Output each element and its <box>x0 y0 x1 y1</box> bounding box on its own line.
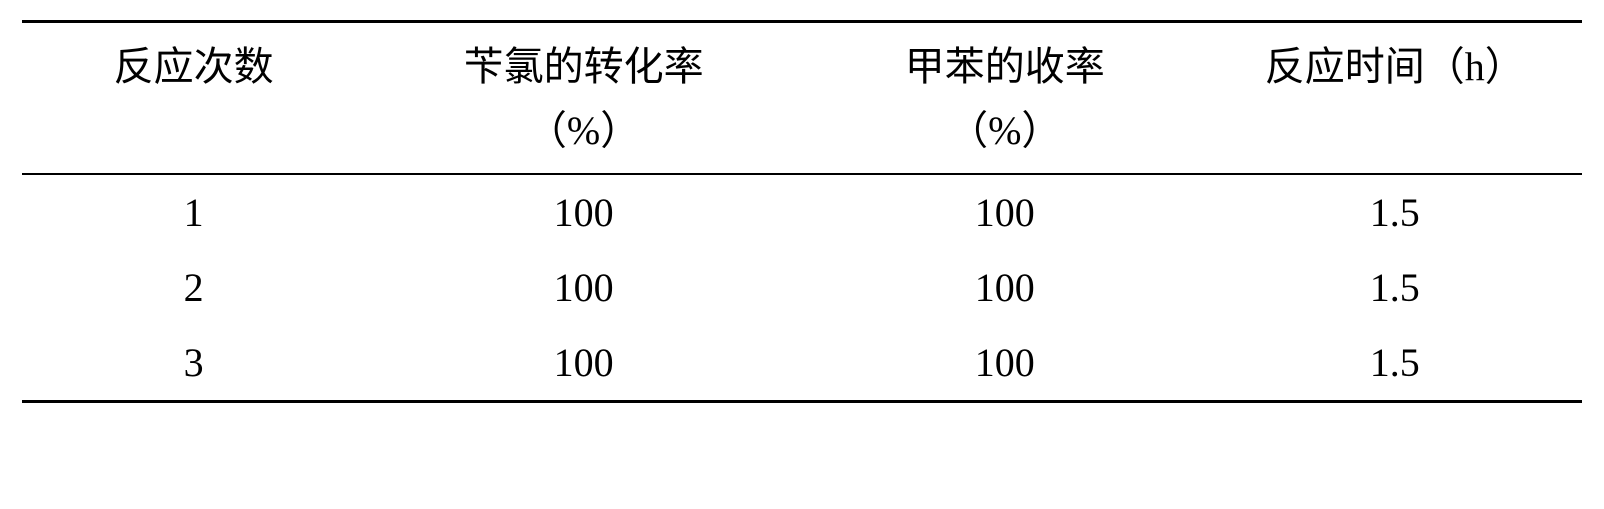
cell-reaction-count: 1 <box>22 174 365 250</box>
table-header: 反应次数 苄氯的转化率 （%） 甲苯的收率 （%） 反应时间（h） <box>22 22 1582 175</box>
header-label: 甲苯的收率 <box>810 35 1200 99</box>
cell-reaction-time: 1.5 <box>1208 325 1582 402</box>
data-table: 反应次数 苄氯的转化率 （%） 甲苯的收率 （%） 反应时间（h） <box>22 20 1582 403</box>
header-label: 苄氯的转化率 <box>373 35 794 99</box>
table-row: 1 100 100 1.5 <box>22 174 1582 250</box>
table-row: 3 100 100 1.5 <box>22 325 1582 402</box>
cell-reaction-time: 1.5 <box>1208 174 1582 250</box>
cell-reaction-count: 2 <box>22 250 365 325</box>
table-body: 1 100 100 1.5 2 100 100 1.5 3 100 100 1.… <box>22 174 1582 402</box>
header-cell-reaction-count: 反应次数 <box>22 22 365 175</box>
cell-conversion-rate: 100 <box>365 325 802 402</box>
cell-conversion-rate: 100 <box>365 174 802 250</box>
table-row: 2 100 100 1.5 <box>22 250 1582 325</box>
cell-conversion-rate: 100 <box>365 250 802 325</box>
cell-yield: 100 <box>802 250 1208 325</box>
header-label: 反应时间（h） <box>1216 35 1574 99</box>
data-table-container: 反应次数 苄氯的转化率 （%） 甲苯的收率 （%） 反应时间（h） <box>22 20 1582 403</box>
cell-yield: 100 <box>802 174 1208 250</box>
header-cell-conversion-rate: 苄氯的转化率 （%） <box>365 22 802 175</box>
cell-yield: 100 <box>802 325 1208 402</box>
header-cell-reaction-time: 反应时间（h） <box>1208 22 1582 175</box>
header-unit: （%） <box>373 99 794 163</box>
header-row: 反应次数 苄氯的转化率 （%） 甲苯的收率 （%） 反应时间（h） <box>22 22 1582 175</box>
cell-reaction-count: 3 <box>22 325 365 402</box>
cell-reaction-time: 1.5 <box>1208 250 1582 325</box>
header-label: 反应次数 <box>30 35 357 99</box>
header-cell-yield: 甲苯的收率 （%） <box>802 22 1208 175</box>
header-unit: （%） <box>810 99 1200 163</box>
